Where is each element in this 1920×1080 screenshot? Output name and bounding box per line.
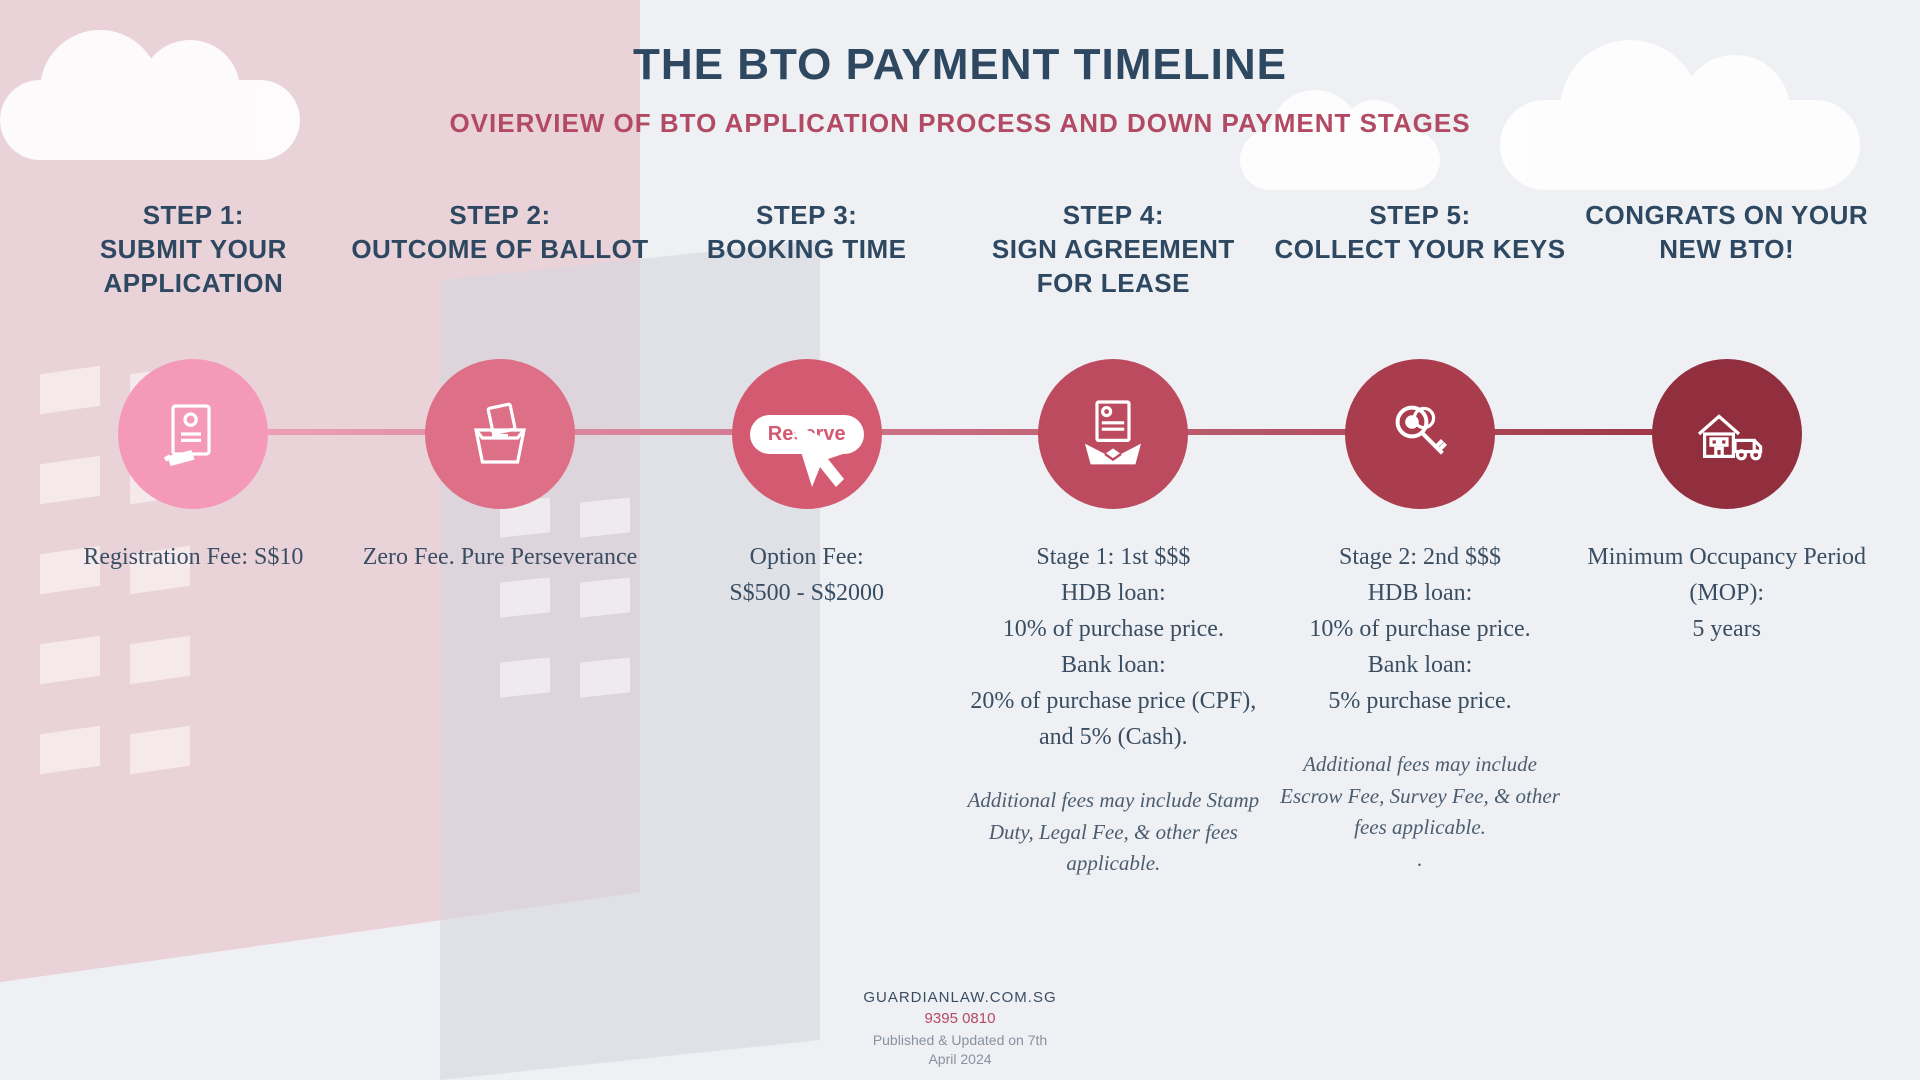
page-title: THE BTO PAYMENT TIMELINE [0, 40, 1920, 90]
step-description: Stage 1: 1st $$$HDB loan:10% of purchase… [960, 539, 1267, 755]
timeline-step: STEP 5:COLLECT YOUR KEYS Stage 2: 2nd $$… [1267, 199, 1574, 880]
step-note: Additional fees may include Stamp Duty, … [960, 785, 1267, 880]
timeline-step: STEP 3:BOOKING TIMEReserve Option Fee:S$5… [653, 199, 960, 880]
page-subtitle: OVIERVIEW OF BTO APPLICATION PROCESS AND… [0, 108, 1920, 139]
cursor-icon [784, 415, 864, 495]
step-description: Option Fee:S$500 - S$2000 [653, 539, 960, 611]
timeline-step: STEP 1:SUBMIT YOUR APPLICATION Registrat… [40, 199, 347, 880]
house-truck-icon [1652, 359, 1802, 509]
keys-icon [1345, 359, 1495, 509]
timeline: STEP 1:SUBMIT YOUR APPLICATION Registrat… [0, 199, 1920, 919]
timeline-step: STEP 2:OUTCOME OF BALLOT Zero Fee. Pure … [347, 199, 654, 880]
footer-date: Published & Updated on 7thApril 2024 [0, 1031, 1920, 1070]
step-title: STEP 4:SIGN AGREEMENT FOR LEASE [960, 199, 1267, 349]
timeline-step: STEP 4:SIGN AGREEMENT FOR LEASE Stage 1:… [960, 199, 1267, 880]
step-title: STEP 3:BOOKING TIME [653, 199, 960, 349]
footer-phone: 9395 0810 [0, 1010, 1920, 1027]
timeline-step: CONGRATS ON YOUR NEW BTO! Minimum Occupa… [1573, 199, 1880, 880]
reserve-cursor-icon: Reserve [732, 359, 882, 509]
ballot-box-icon [425, 359, 575, 509]
step-description: Minimum Occupancy Period (MOP):5 years [1573, 539, 1880, 647]
step-title: STEP 1:SUBMIT YOUR APPLICATION [40, 199, 347, 349]
step-title: STEP 5:COLLECT YOUR KEYS [1267, 199, 1574, 349]
step-note: Additional fees may include Escrow Fee, … [1267, 749, 1574, 875]
footer-site: GUARDIANLAW.COM.SG [0, 989, 1920, 1006]
footer: GUARDIANLAW.COM.SG 9395 0810 Published &… [0, 989, 1920, 1070]
handshake-doc-icon [1038, 359, 1188, 509]
step-title: CONGRATS ON YOUR NEW BTO! [1573, 199, 1880, 349]
step-description: Zero Fee. Pure Perseverance [347, 539, 654, 575]
step-title: STEP 2:OUTCOME OF BALLOT [347, 199, 654, 349]
step-description: Registration Fee: S$10 [40, 539, 347, 575]
step-description: Stage 2: 2nd $$$HDB loan:10% of purchase… [1267, 539, 1574, 719]
application-doc-icon [118, 359, 268, 509]
